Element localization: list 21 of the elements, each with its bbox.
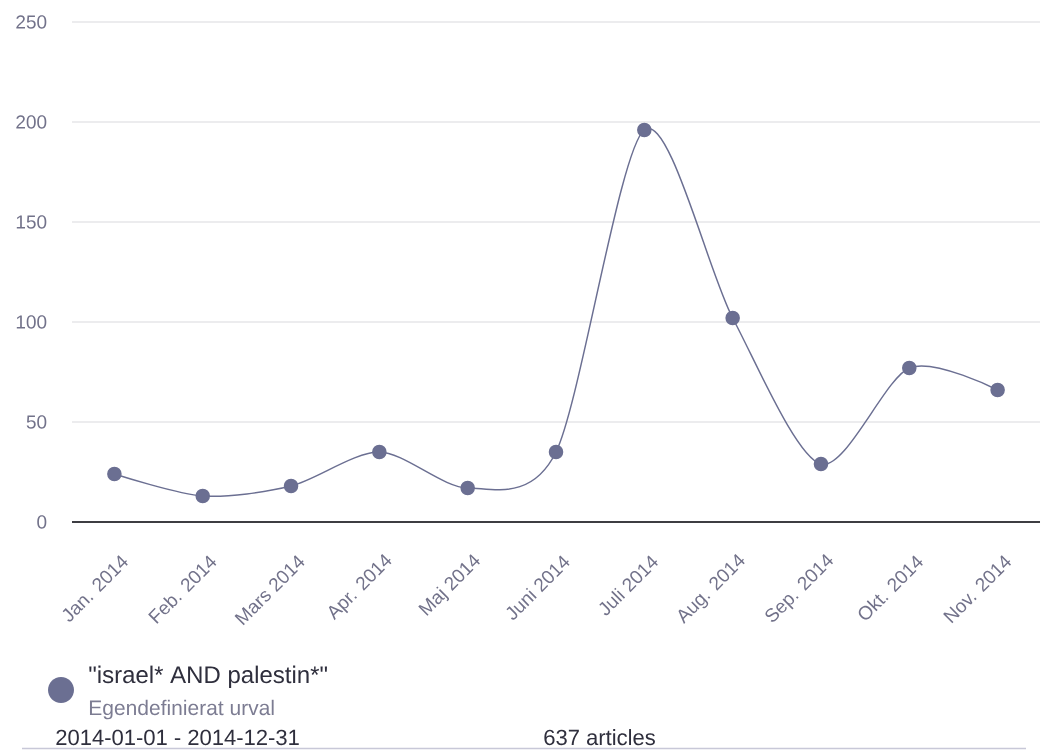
y-tick-label: 100 <box>16 315 47 329</box>
legend-label: "israel* AND palestin*" <box>89 665 327 688</box>
point <box>283 478 299 494</box>
y-tick-label: 200 <box>16 115 47 129</box>
y-tick-label: 0 <box>37 515 47 529</box>
point <box>548 444 564 460</box>
text: 2014-01-01 - 2014-12-31 <box>56 729 299 746</box>
point <box>460 480 475 496</box>
point <box>372 444 387 460</box>
point <box>902 360 917 376</box>
y-tick-label: 150 <box>16 215 47 229</box>
text: Egendefinierat urval <box>89 699 274 720</box>
point <box>195 488 210 504</box>
point <box>813 456 829 472</box>
point <box>107 466 122 482</box>
y-tick-label: 50 <box>26 415 47 429</box>
y-tick-label: 250 <box>16 15 47 29</box>
point <box>725 310 740 326</box>
point <box>637 122 652 138</box>
point <box>990 382 1005 398</box>
text: 637 articles <box>544 729 655 746</box>
